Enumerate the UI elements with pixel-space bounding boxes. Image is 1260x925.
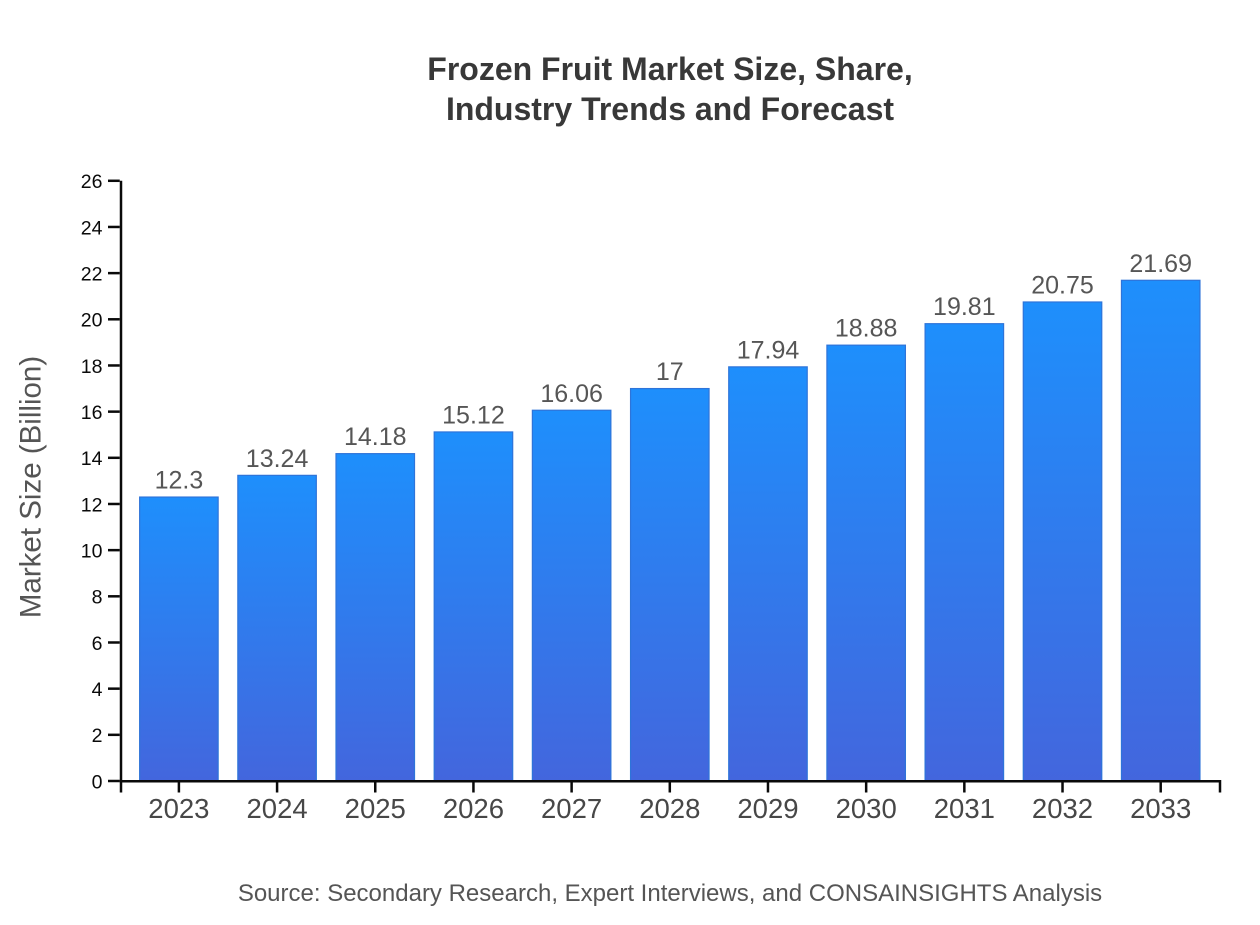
svg-text:14: 14	[81, 448, 103, 470]
svg-text:17.94: 17.94	[737, 336, 800, 364]
svg-text:15.12: 15.12	[442, 401, 505, 429]
svg-text:13.24: 13.24	[246, 445, 309, 473]
svg-text:4: 4	[92, 679, 103, 701]
svg-text:24: 24	[81, 217, 103, 239]
svg-text:2024: 2024	[246, 793, 307, 824]
svg-text:2023: 2023	[148, 793, 209, 824]
svg-text:2025: 2025	[345, 793, 406, 824]
svg-text:2031: 2031	[934, 793, 995, 824]
svg-text:2: 2	[92, 725, 103, 747]
svg-text:16: 16	[81, 402, 103, 424]
svg-text:21.69: 21.69	[1129, 250, 1192, 278]
svg-text:10: 10	[81, 540, 103, 562]
svg-text:2030: 2030	[836, 793, 897, 824]
svg-text:0: 0	[92, 771, 103, 793]
svg-text:20.75: 20.75	[1031, 271, 1094, 299]
svg-text:2029: 2029	[737, 793, 798, 824]
svg-text:2032: 2032	[1032, 793, 1093, 824]
svg-text:Source: Secondary Research, Ex: Source: Secondary Research, Expert Inter…	[238, 880, 1102, 907]
svg-text:2026: 2026	[443, 793, 504, 824]
svg-text:Market Size (Billion): Market Size (Billion)	[15, 356, 48, 618]
svg-text:12.3: 12.3	[155, 467, 204, 495]
svg-text:22: 22	[81, 263, 103, 285]
svg-text:20: 20	[81, 310, 103, 332]
svg-text:Industry Trends and Forecast: Industry Trends and Forecast	[446, 91, 894, 127]
svg-text:18: 18	[81, 356, 103, 378]
svg-text:12: 12	[81, 494, 103, 516]
svg-text:Frozen Fruit Market Size, Shar: Frozen Fruit Market Size, Share,	[427, 51, 912, 87]
svg-text:18.88: 18.88	[835, 315, 898, 343]
svg-text:6: 6	[92, 633, 103, 655]
svg-text:2028: 2028	[639, 793, 700, 824]
svg-text:2027: 2027	[541, 793, 602, 824]
svg-text:14.18: 14.18	[344, 423, 407, 451]
svg-text:8: 8	[92, 587, 103, 609]
svg-text:19.81: 19.81	[933, 293, 996, 321]
svg-text:2033: 2033	[1130, 793, 1191, 824]
svg-text:17: 17	[656, 358, 684, 386]
svg-text:26: 26	[81, 171, 103, 193]
svg-text:16.06: 16.06	[540, 380, 603, 408]
